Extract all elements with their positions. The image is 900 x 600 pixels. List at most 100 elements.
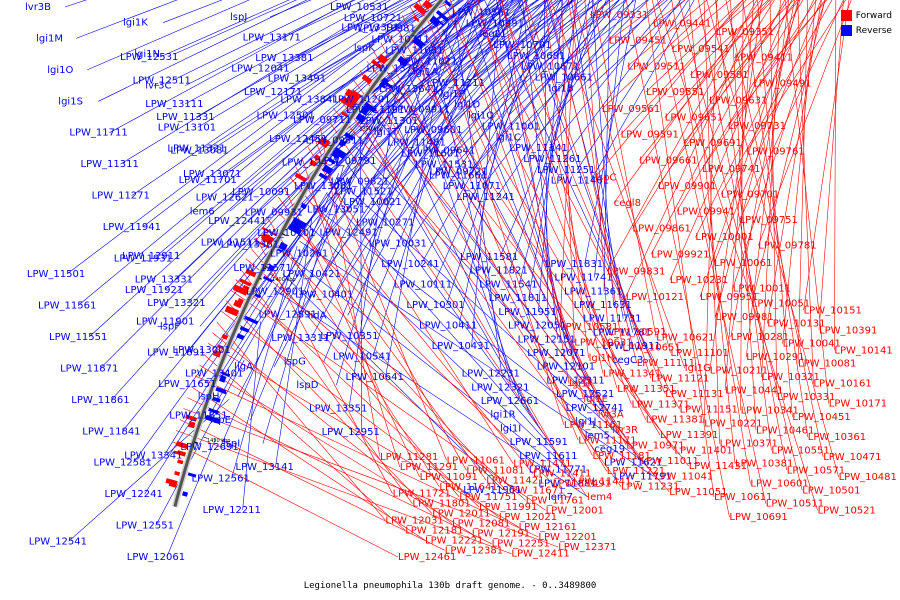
forward-leader-line [645, 0, 744, 93]
forward-leader-line [625, 0, 764, 298]
reverse-gene-label: lidA [308, 310, 327, 321]
reverse-gene-label: LPW_09821 [331, 177, 389, 188]
reverse-leader-line [444, 0, 594, 131]
forward-leader-line [683, 0, 798, 144]
forward-gene-label: LPW_10571 [787, 465, 845, 476]
reverse-feature [318, 172, 328, 180]
reverse-leader-line [433, 0, 561, 285]
forward-gene-label: LPW_09551 [646, 87, 704, 98]
forward-gene-label: LPW_11441 [573, 477, 631, 488]
forward-gene-label: LPW_10341 [741, 405, 799, 416]
forward-gene-label: LPW_09411 [735, 53, 793, 64]
reverse-gene-label: LPW_13391 [341, 22, 399, 33]
forward-leader-line [632, 0, 775, 229]
reverse-gene-label: LPW_12511 [133, 75, 191, 86]
reverse-leader-line [275, 219, 312, 468]
forward-feature [422, 0, 433, 10]
reverse-gene-label: LPW_13321 [147, 298, 205, 309]
reverse-gene-label: LPW_12211 [203, 505, 261, 516]
forward-gene-label: LPW_12371 [558, 542, 616, 553]
reverse-leader-line [210, 0, 441, 151]
forward-leader-line [834, 0, 837, 351]
reverse-gene-label: LPW_11191 [346, 105, 404, 116]
forward-leader-line [261, 227, 507, 491]
reverse-feature [379, 82, 386, 89]
forward-feature [242, 284, 250, 291]
forward-gene-label: LPW_12181 [405, 525, 463, 536]
reverse-feature [300, 202, 308, 210]
reverse-leader-line [480, 0, 602, 95]
reverse-leader-line [297, 0, 522, 234]
rna-feature [194, 441, 197, 444]
reverse-gene-label: lem7 [548, 492, 573, 503]
reverse-leader-line [166, 438, 216, 558]
reverse-gene-label: lspH [198, 392, 220, 403]
reverse-gene-label: LPW_11531 [415, 159, 473, 170]
reverse-leader-line [122, 137, 362, 432]
forward-gene-label: LPW_10041 [783, 339, 841, 350]
forward-gene-label: LPW_09441 [653, 19, 711, 30]
forward-leader-line [183, 408, 559, 548]
forward-gene-label: LPW_10001 [695, 232, 753, 243]
reverse-gene-label: LPW_09601 [404, 125, 462, 136]
forward-leader-line [235, 279, 480, 508]
reverse-gene-label: LPW_10411 [419, 321, 477, 332]
reverse-gene-label: LPW_11591 [510, 437, 568, 448]
reverse-gene-label: LPW_12441 [208, 216, 266, 227]
forward-gene-label: LPW_11641 [439, 482, 497, 493]
forward-feature [352, 89, 362, 98]
forward-gene-label: LPW_10121 [626, 292, 684, 303]
reverse-feature [277, 248, 283, 253]
forward-gene-label: lgi1E [583, 394, 608, 405]
forward-leader-line [715, 0, 799, 318]
forward-gene-label: LPW_10631 [574, 338, 632, 349]
reverse-gene-label: LPW_11911 [602, 341, 660, 352]
reverse-leader-line [310, 0, 492, 339]
forward-gene-label: LPW_10361 [808, 432, 866, 443]
reverse-gene-label: lem5 [585, 430, 610, 441]
reverse-gene-label: LPW_11871 [60, 363, 118, 374]
reverse-leader-line [431, 0, 574, 110]
reverse-leader-line [603, 0, 611, 292]
rna-feature [364, 99, 367, 102]
forward-gene-label: LPW_10171 [829, 399, 887, 410]
forward-gene-label: LPW_12001 [546, 505, 604, 516]
reverse-feature [414, 36, 426, 46]
reverse-gene-label: lem6 [190, 206, 215, 217]
forward-gene-label: LPW_11491 [553, 479, 611, 490]
reverse-feature [429, 16, 440, 27]
forward-gene-label: LPW_10151 [804, 305, 862, 316]
forward-gene-label: cegl8 [614, 198, 641, 209]
reverse-gene-label: LPW_10671 [521, 62, 579, 73]
reverse-gene-label: LPW_10531 [330, 2, 388, 13]
reverse-gene-label: lgi1Q [468, 111, 494, 122]
forward-gene-label: LPW_10081 [798, 359, 856, 370]
reverse-leader-line [360, 139, 362, 432]
forward-leader-line [301, 157, 401, 468]
reverse-leader-line [458, 0, 528, 326]
reverse-leader-line [197, 0, 413, 128]
reverse-leader-line [332, 0, 507, 121]
reverse-feature [338, 139, 346, 147]
forward-leader-line [758, 0, 852, 246]
reverse-gene-label: LPW_12241 [105, 489, 163, 500]
reverse-leader-line [326, 193, 560, 457]
reverse-gene-label: LPW_12621 [196, 193, 254, 204]
forward-feature [341, 111, 349, 118]
reverse-leader-line [299, 240, 654, 477]
map-caption: Legionella pneumophila 130b draft genome… [303, 581, 597, 591]
forward-gene-label: LPW_11091 [420, 472, 478, 483]
reverse-feature [412, 38, 424, 49]
reverse-gene-label: lspI [223, 439, 240, 450]
forward-leader-line [695, 0, 815, 238]
forward-gene-label: LPW_10651 [622, 343, 680, 354]
forward-leader-line [594, 0, 744, 178]
forward-gene-label: LPW_12031 [385, 515, 443, 526]
forward-gene-label: LPW_12161 [519, 522, 577, 533]
reverse-gene-label: LPW_12311 [546, 375, 604, 386]
reverse-leader-line [185, 0, 379, 105]
forward-gene-label: LPW_09491 [753, 78, 811, 89]
reverse-leader-line [207, 0, 437, 149]
forward-gene-label: LPW_10461 [756, 425, 814, 436]
